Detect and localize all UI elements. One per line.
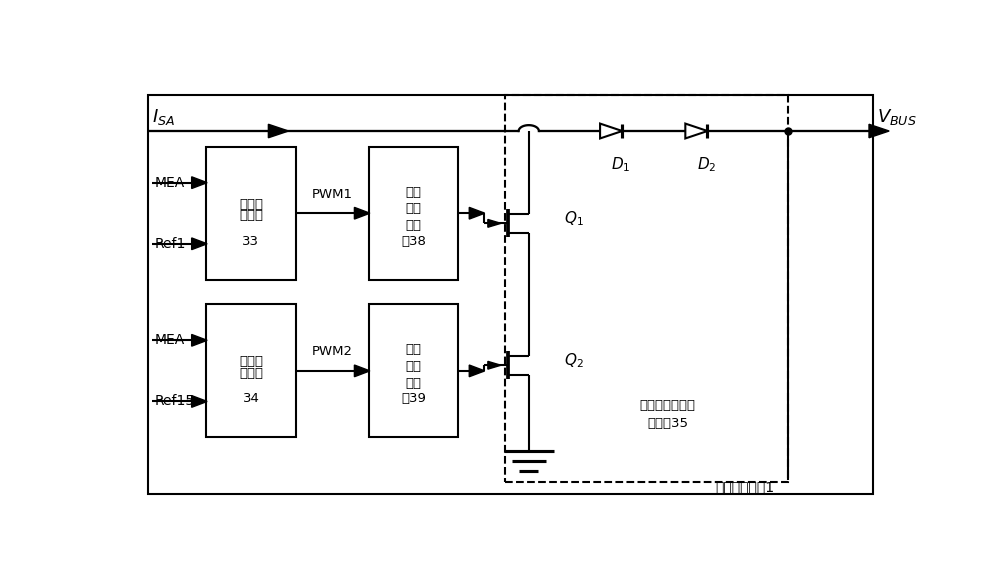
- Text: $I_{SA}$: $I_{SA}$: [152, 106, 175, 126]
- Text: $Q_2$: $Q_2$: [564, 352, 583, 370]
- Text: $D_2$: $D_2$: [697, 156, 716, 174]
- Text: 33: 33: [242, 235, 259, 247]
- Text: Ref1: Ref1: [154, 237, 186, 251]
- Text: 管驱: 管驱: [406, 360, 422, 373]
- Polygon shape: [469, 207, 485, 219]
- Polygon shape: [354, 365, 370, 377]
- Text: 较电路: 较电路: [239, 209, 263, 222]
- Bar: [369, 304, 458, 438]
- Text: 较电路: 较电路: [239, 367, 263, 380]
- Text: 第二比: 第二比: [239, 355, 263, 369]
- Text: 第一比: 第一比: [239, 198, 263, 211]
- Polygon shape: [685, 123, 707, 139]
- Text: 动电: 动电: [406, 377, 422, 390]
- Text: MEA: MEA: [154, 176, 185, 190]
- Text: $Q_1$: $Q_1$: [564, 209, 583, 228]
- Bar: [206, 304, 296, 438]
- Text: MEA: MEA: [154, 333, 185, 347]
- Text: 分流调节电路功: 分流调节电路功: [640, 400, 696, 412]
- Polygon shape: [192, 395, 207, 407]
- Text: 动电: 动电: [406, 219, 422, 232]
- Text: 率拓扑35: 率拓扑35: [647, 417, 688, 431]
- Text: 分流调节电路1: 分流调节电路1: [715, 480, 775, 494]
- Polygon shape: [488, 362, 501, 369]
- Polygon shape: [192, 238, 207, 250]
- Text: $V_{BUS}$: $V_{BUS}$: [877, 106, 917, 126]
- Polygon shape: [192, 177, 207, 188]
- Bar: [206, 147, 296, 280]
- Text: 路39: 路39: [401, 393, 426, 405]
- Text: 34: 34: [242, 393, 259, 405]
- Polygon shape: [488, 219, 501, 227]
- Text: 路38: 路38: [401, 235, 426, 247]
- Bar: [505, 95, 788, 483]
- Text: $D_1$: $D_1$: [611, 156, 631, 174]
- Bar: [369, 147, 458, 280]
- Text: Ref15: Ref15: [154, 394, 195, 408]
- Polygon shape: [869, 124, 889, 138]
- Text: PWM1: PWM1: [312, 188, 353, 201]
- Polygon shape: [192, 335, 207, 346]
- Polygon shape: [469, 365, 485, 377]
- Polygon shape: [354, 207, 370, 219]
- Text: PWM2: PWM2: [312, 345, 353, 358]
- Polygon shape: [268, 124, 289, 138]
- Bar: [148, 95, 873, 494]
- Text: 调整: 调整: [406, 185, 422, 198]
- Polygon shape: [600, 123, 622, 139]
- Text: 保护: 保护: [406, 343, 422, 356]
- Text: 管驱: 管驱: [406, 202, 422, 215]
